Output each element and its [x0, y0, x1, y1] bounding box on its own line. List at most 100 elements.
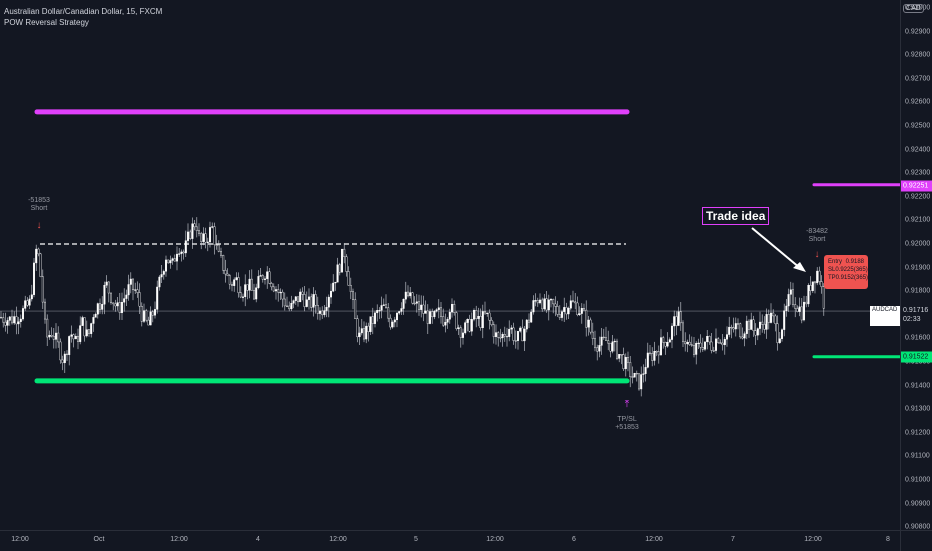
candle-body	[591, 331, 594, 339]
candle-body	[699, 342, 702, 348]
candle-body	[686, 341, 689, 345]
candle-body	[605, 337, 608, 341]
candle-body	[153, 309, 156, 316]
candle-body	[787, 294, 790, 307]
candle-body	[655, 351, 658, 353]
current-price-tag: 0.91716 02:33	[901, 306, 932, 326]
candle-body	[376, 310, 379, 314]
candle-body	[288, 305, 291, 310]
price-tick: 0.91200	[905, 429, 931, 437]
candle-body	[594, 338, 597, 348]
candle-body	[4, 321, 7, 326]
candle-body	[336, 264, 339, 283]
candle-body	[61, 359, 64, 364]
candle-body	[503, 334, 506, 337]
candle-body	[660, 337, 663, 356]
candle-body	[512, 327, 515, 341]
chart-pane[interactable]: Australian Dollar/Canadian Dollar, 15, F…	[0, 0, 902, 530]
candle-body	[367, 325, 370, 332]
candle-body	[572, 300, 575, 303]
candle-body	[558, 314, 561, 318]
candle-body	[521, 327, 524, 342]
candle-body	[208, 227, 211, 243]
candle-body	[127, 284, 130, 296]
candle-body	[684, 341, 687, 345]
candle-body	[266, 271, 269, 280]
candle-body	[748, 320, 751, 330]
candle-body	[50, 335, 53, 337]
candle-body	[400, 308, 403, 312]
candle-body	[211, 226, 214, 228]
candle-body	[783, 310, 786, 330]
candle-body	[708, 336, 711, 343]
candle-body	[407, 291, 410, 297]
candle-body	[778, 338, 781, 343]
price-tick: 0.91900	[905, 264, 931, 272]
price-tick: 0.92800	[905, 51, 931, 59]
price-tick: 0.92200	[905, 193, 931, 201]
chart-canvas[interactable]	[0, 0, 902, 530]
candle-body	[816, 270, 819, 284]
candle-body	[6, 320, 9, 326]
candle-body	[807, 285, 810, 305]
time-tick: 12:00	[645, 536, 663, 543]
candle-body	[48, 335, 51, 338]
candle-body	[37, 248, 40, 255]
candle-body	[112, 302, 115, 305]
candle-body	[642, 373, 645, 375]
target-low-tag: 0.91522	[901, 351, 932, 363]
candle-body	[391, 321, 394, 328]
candle-body	[46, 318, 49, 338]
candle-body	[191, 223, 194, 239]
candle-body	[169, 260, 172, 264]
candle-body	[732, 327, 735, 330]
candle-body	[389, 317, 392, 328]
candle-body	[536, 300, 539, 304]
candle-body	[631, 376, 634, 378]
candle-body	[244, 284, 247, 298]
time-tick: 12:00	[170, 536, 188, 543]
candle-body	[162, 271, 165, 275]
candle-body	[347, 271, 350, 286]
candle-body	[57, 332, 60, 343]
price-tick: 0.91400	[905, 382, 931, 390]
candle-body	[693, 345, 696, 355]
candle-body	[125, 294, 128, 299]
candle-body	[356, 318, 359, 338]
candle-body	[750, 319, 753, 330]
candle-body	[618, 354, 621, 359]
candle-body	[517, 331, 520, 341]
candle-body	[792, 289, 795, 305]
candle-body	[719, 342, 722, 344]
candle-body	[607, 340, 610, 344]
candle-body	[59, 341, 62, 361]
candle-body	[490, 319, 493, 325]
candle-body	[226, 273, 229, 276]
candle-body	[587, 319, 590, 328]
candle-body	[545, 298, 548, 311]
candle-body	[259, 275, 262, 277]
candle-body	[314, 294, 317, 306]
candle-body	[543, 298, 546, 310]
trade-idea-annotation[interactable]: Trade idea	[702, 207, 770, 225]
candle-body	[701, 347, 704, 350]
candle-body	[35, 248, 38, 264]
candle-body	[741, 336, 744, 339]
candle-body	[24, 300, 27, 309]
price-tick: 0.92400	[905, 146, 931, 154]
candle-body	[13, 316, 16, 324]
time-tick: 12:00	[11, 536, 29, 543]
candle-body	[235, 277, 238, 280]
candle-body	[556, 306, 559, 315]
candle-body	[101, 303, 104, 310]
candle-body	[334, 281, 337, 284]
candle-body	[195, 226, 198, 231]
candle-body	[457, 327, 460, 329]
price-axis[interactable]: 0.93000 0.92900 0.92800 0.92700 0.92600 0.925…	[900, 0, 932, 531]
candle-body	[215, 244, 218, 246]
currency-button[interactable]: CAD	[903, 4, 924, 13]
candle-body	[589, 319, 592, 333]
candle-body	[435, 309, 438, 312]
time-tick: 12:00	[486, 536, 504, 543]
time-axis[interactable]: 12:00 Oct 12:00 4 12:00 5 12:00 6 12:00 7 12:00 8	[0, 530, 900, 551]
